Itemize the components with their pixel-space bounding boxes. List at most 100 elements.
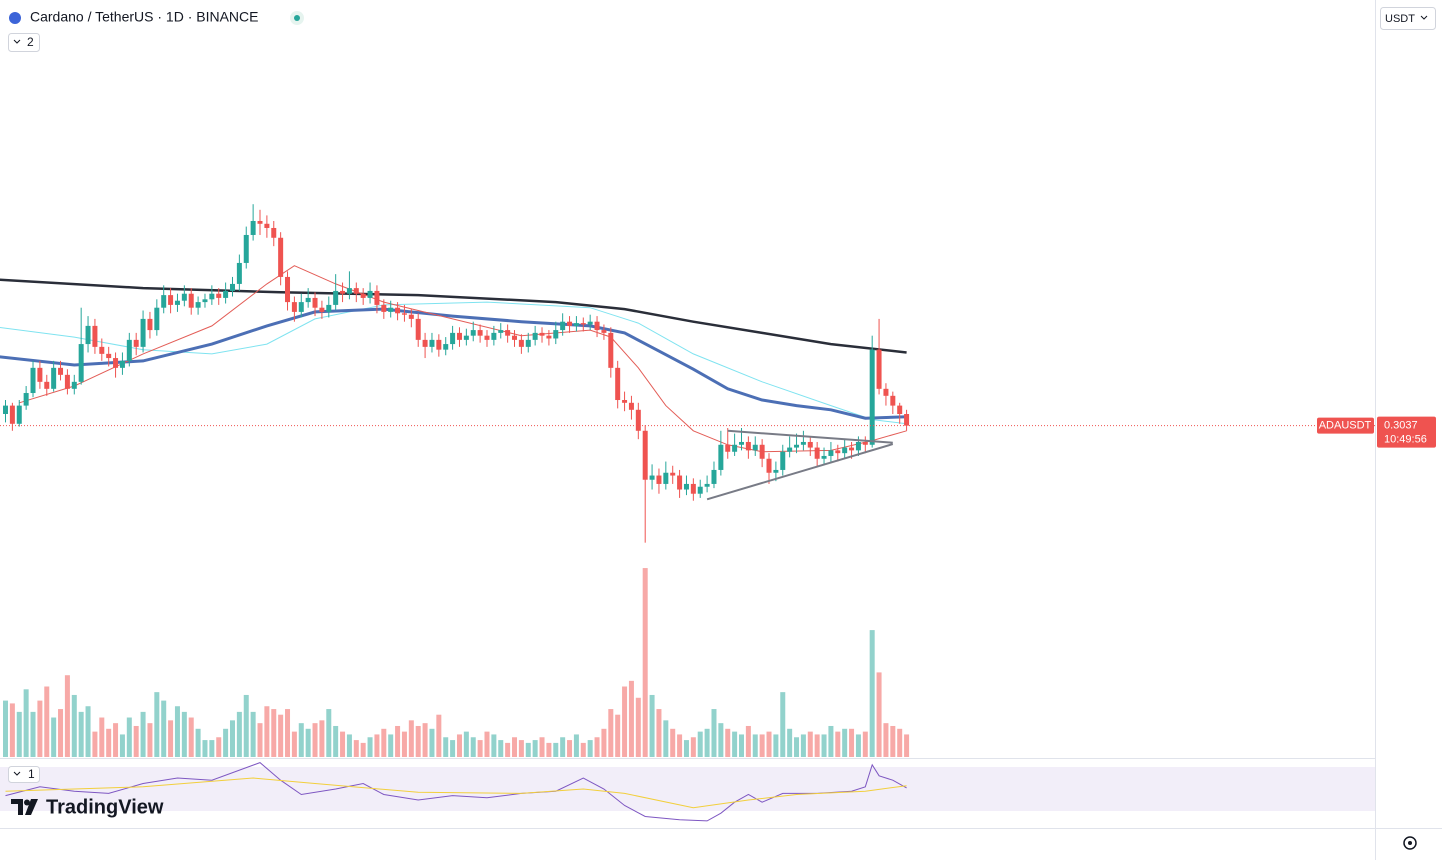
- candle-body: [58, 367, 64, 375]
- volume-bar: [601, 728, 607, 757]
- volume-bar: [491, 734, 497, 757]
- candle-body: [374, 290, 380, 305]
- volume-bar: [883, 723, 889, 757]
- candle-body: [525, 339, 531, 347]
- moving-average: [0, 301, 907, 425]
- volume-bar: [498, 740, 504, 757]
- candle-body: [498, 330, 504, 333]
- candle-body: [725, 444, 731, 452]
- candle-body: [257, 220, 263, 224]
- symbol-icon: [9, 12, 21, 24]
- candle-body: [711, 469, 717, 484]
- candle-body: [842, 447, 848, 454]
- volume-bar: [401, 731, 407, 757]
- volume-bar: [16, 711, 22, 757]
- volume-bar: [780, 692, 786, 757]
- volume-bar: [340, 731, 346, 757]
- candle-body: [188, 293, 194, 308]
- volume-bar: [904, 734, 910, 757]
- candle-body: [250, 220, 256, 235]
- candle-body: [271, 227, 277, 238]
- candle-body: [381, 304, 387, 312]
- volume-bar: [271, 709, 277, 757]
- volume-bar: [587, 740, 593, 757]
- volume-bar: [346, 734, 352, 757]
- volume-bar: [546, 742, 552, 757]
- status-dot-inner: [294, 15, 300, 21]
- candle-body: [71, 381, 77, 389]
- symbol-tag: [1317, 417, 1374, 434]
- candle-body: [553, 330, 559, 339]
- candle-body: [622, 400, 628, 403]
- volume-bar: [71, 694, 77, 757]
- volume-bar: [161, 700, 167, 757]
- volume-bar: [663, 720, 669, 757]
- candle-body: [697, 486, 703, 494]
- candle-body: [450, 332, 456, 345]
- candle-body: [780, 451, 786, 470]
- volume-bar: [567, 740, 573, 757]
- volume-bar: [312, 723, 318, 757]
- candle-body: [229, 283, 235, 291]
- candle-body: [828, 450, 834, 456]
- volume-bar: [814, 734, 820, 757]
- candle-body: [628, 402, 634, 410]
- volume-bar: [766, 731, 772, 757]
- candle-body: [883, 388, 889, 396]
- volume-bar: [381, 728, 387, 757]
- candle-body: [615, 367, 621, 401]
- volume-bar: [821, 734, 827, 757]
- candle-body: [718, 444, 724, 470]
- volume-bar: [106, 728, 112, 757]
- volume-bar: [353, 740, 359, 757]
- currency-select[interactable]: USDT: [1380, 7, 1436, 30]
- volume-bar: [285, 709, 291, 757]
- volume-bar: [30, 711, 36, 757]
- volume-bar: [862, 731, 868, 757]
- candle-body: [663, 472, 669, 484]
- price-tag-value: 0.3037: [1384, 420, 1418, 432]
- candle-body: [690, 483, 696, 494]
- rsi-toggle[interactable]: 1: [8, 766, 40, 783]
- volume-bar: [787, 728, 793, 757]
- candle-body: [113, 358, 119, 368]
- volume-bar: [51, 717, 57, 757]
- volume-bar: [512, 737, 518, 757]
- volume-bar: [518, 740, 524, 757]
- rsi-band: [0, 767, 1375, 811]
- candle-body: [161, 295, 167, 308]
- candle-body: [243, 234, 249, 263]
- volume-bar: [505, 742, 511, 757]
- volume-bar: [360, 742, 366, 757]
- volume-bar: [133, 725, 139, 757]
- volume-bar: [752, 734, 758, 757]
- volume-bar: [897, 728, 903, 757]
- volume-bar: [711, 709, 717, 757]
- candle-body: [897, 405, 903, 414]
- candle-body: [154, 307, 160, 331]
- price-tag: [1377, 416, 1436, 448]
- candle-body: [408, 314, 414, 319]
- volume-bar: [195, 728, 201, 757]
- volume-bar: [326, 709, 332, 757]
- candle-body: [821, 455, 827, 459]
- trendline: [706, 443, 894, 501]
- settings-button[interactable]: [1403, 836, 1417, 850]
- candle-body: [78, 344, 84, 382]
- candle-body: [546, 335, 552, 339]
- volume-bar: [890, 725, 896, 757]
- price-countdown: 10:49:56: [1384, 434, 1427, 446]
- indicator-toggle[interactable]: 2: [8, 33, 40, 52]
- candle-body: [656, 475, 662, 484]
- volume-bar: [229, 720, 235, 757]
- candle-body: [814, 447, 820, 459]
- candle-body: [388, 307, 394, 312]
- volume-bar: [876, 672, 882, 757]
- volume-bar: [209, 740, 215, 757]
- candle-body: [312, 297, 318, 308]
- candle-body: [539, 332, 545, 336]
- volume-bar: [690, 737, 696, 757]
- candle-body: [752, 444, 758, 451]
- volume-bar: [147, 723, 153, 757]
- volume-bar: [704, 728, 710, 757]
